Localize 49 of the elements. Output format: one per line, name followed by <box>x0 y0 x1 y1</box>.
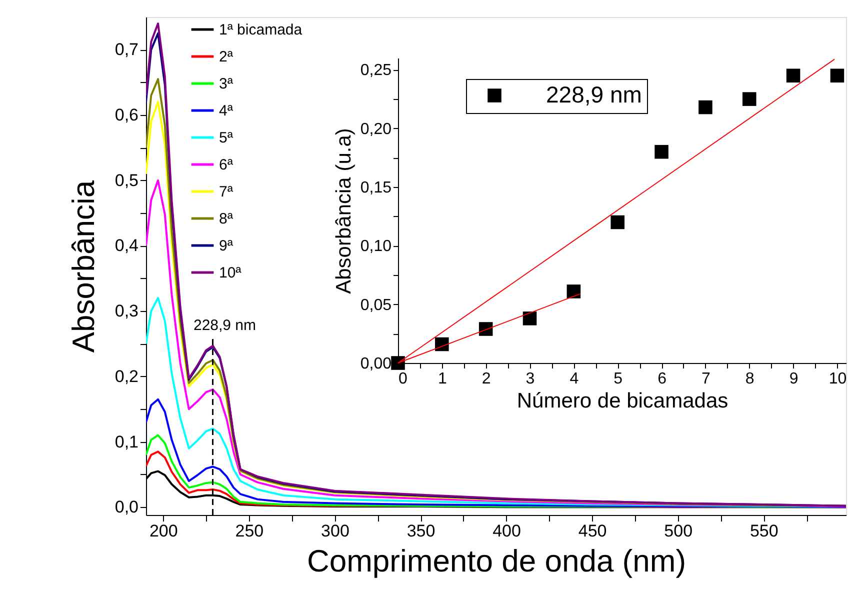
legend-label: 5ª <box>219 130 234 146</box>
legend-label: 8ª <box>219 210 234 228</box>
x-axis-title: Número de bicamadas <box>516 390 728 412</box>
x-tick-label: 9 <box>789 370 798 388</box>
legend-label: 3ª <box>219 76 234 92</box>
x-tick-label: 300 <box>321 522 350 540</box>
x-tick-label: 250 <box>235 522 264 540</box>
y-tick-label: 0,10 <box>360 238 392 256</box>
x-tick-label: 10 <box>828 370 847 388</box>
y-axis-title: Absorbância (u.a) <box>332 128 356 294</box>
y-tick-label: 0,05 <box>360 296 392 314</box>
legend-label: 2ª <box>219 48 234 66</box>
legend-label: 1ª bicamada <box>219 22 303 38</box>
y-tick-label: 0,1 <box>114 432 138 452</box>
x-tick-label: 2 <box>482 370 491 388</box>
y-tick-label: 0,7 <box>114 40 138 60</box>
x-tick-label: 1 <box>438 370 447 388</box>
y-tick-label: 0,2 <box>114 366 138 386</box>
x-tick-label: 550 <box>750 522 778 540</box>
y-tick-label: 0,6 <box>114 106 138 125</box>
x-tick-label: 0 <box>398 370 408 388</box>
ref-line-label: 228,9 nm <box>193 317 256 334</box>
legend-label: 228,9 nm <box>546 82 642 108</box>
y-tick-label: 0,25 <box>360 62 392 80</box>
legend-label: 4ª <box>219 102 234 120</box>
y-tick-label: 0,3 <box>114 302 138 321</box>
x-axis-title: Comprimento de onda (nm) <box>306 544 686 578</box>
y-tick-label: 0,15 <box>360 180 392 197</box>
legend-label: 9ª <box>219 238 234 254</box>
y-tick-label: 0,4 <box>114 236 138 256</box>
legend-label: 6ª <box>219 156 234 174</box>
x-tick-label: 400 <box>492 522 521 540</box>
y-tick-label: 0,5 <box>114 170 138 190</box>
x-tick-label: 350 <box>406 522 436 540</box>
x-tick-label: 8 <box>745 370 754 388</box>
y-tick-label: 0,0 <box>114 498 138 517</box>
y-tick-label: 0,00 <box>360 356 392 372</box>
legend-label: 10ª <box>219 264 242 282</box>
x-tick-label: 6 <box>658 370 667 388</box>
x-tick-label: 7 <box>702 370 710 388</box>
y-tick-label: 0,20 <box>360 120 392 138</box>
x-tick-label: 200 <box>149 522 178 540</box>
x-tick-label: 5 <box>614 370 623 388</box>
legend-label: 7ª <box>219 184 234 200</box>
x-tick-label: 4 <box>570 370 579 388</box>
x-tick-label: 500 <box>664 522 693 540</box>
y-axis-title: Absorbância <box>66 180 101 353</box>
x-tick-label: 450 <box>578 522 607 540</box>
x-tick-label: 3 <box>526 370 535 388</box>
